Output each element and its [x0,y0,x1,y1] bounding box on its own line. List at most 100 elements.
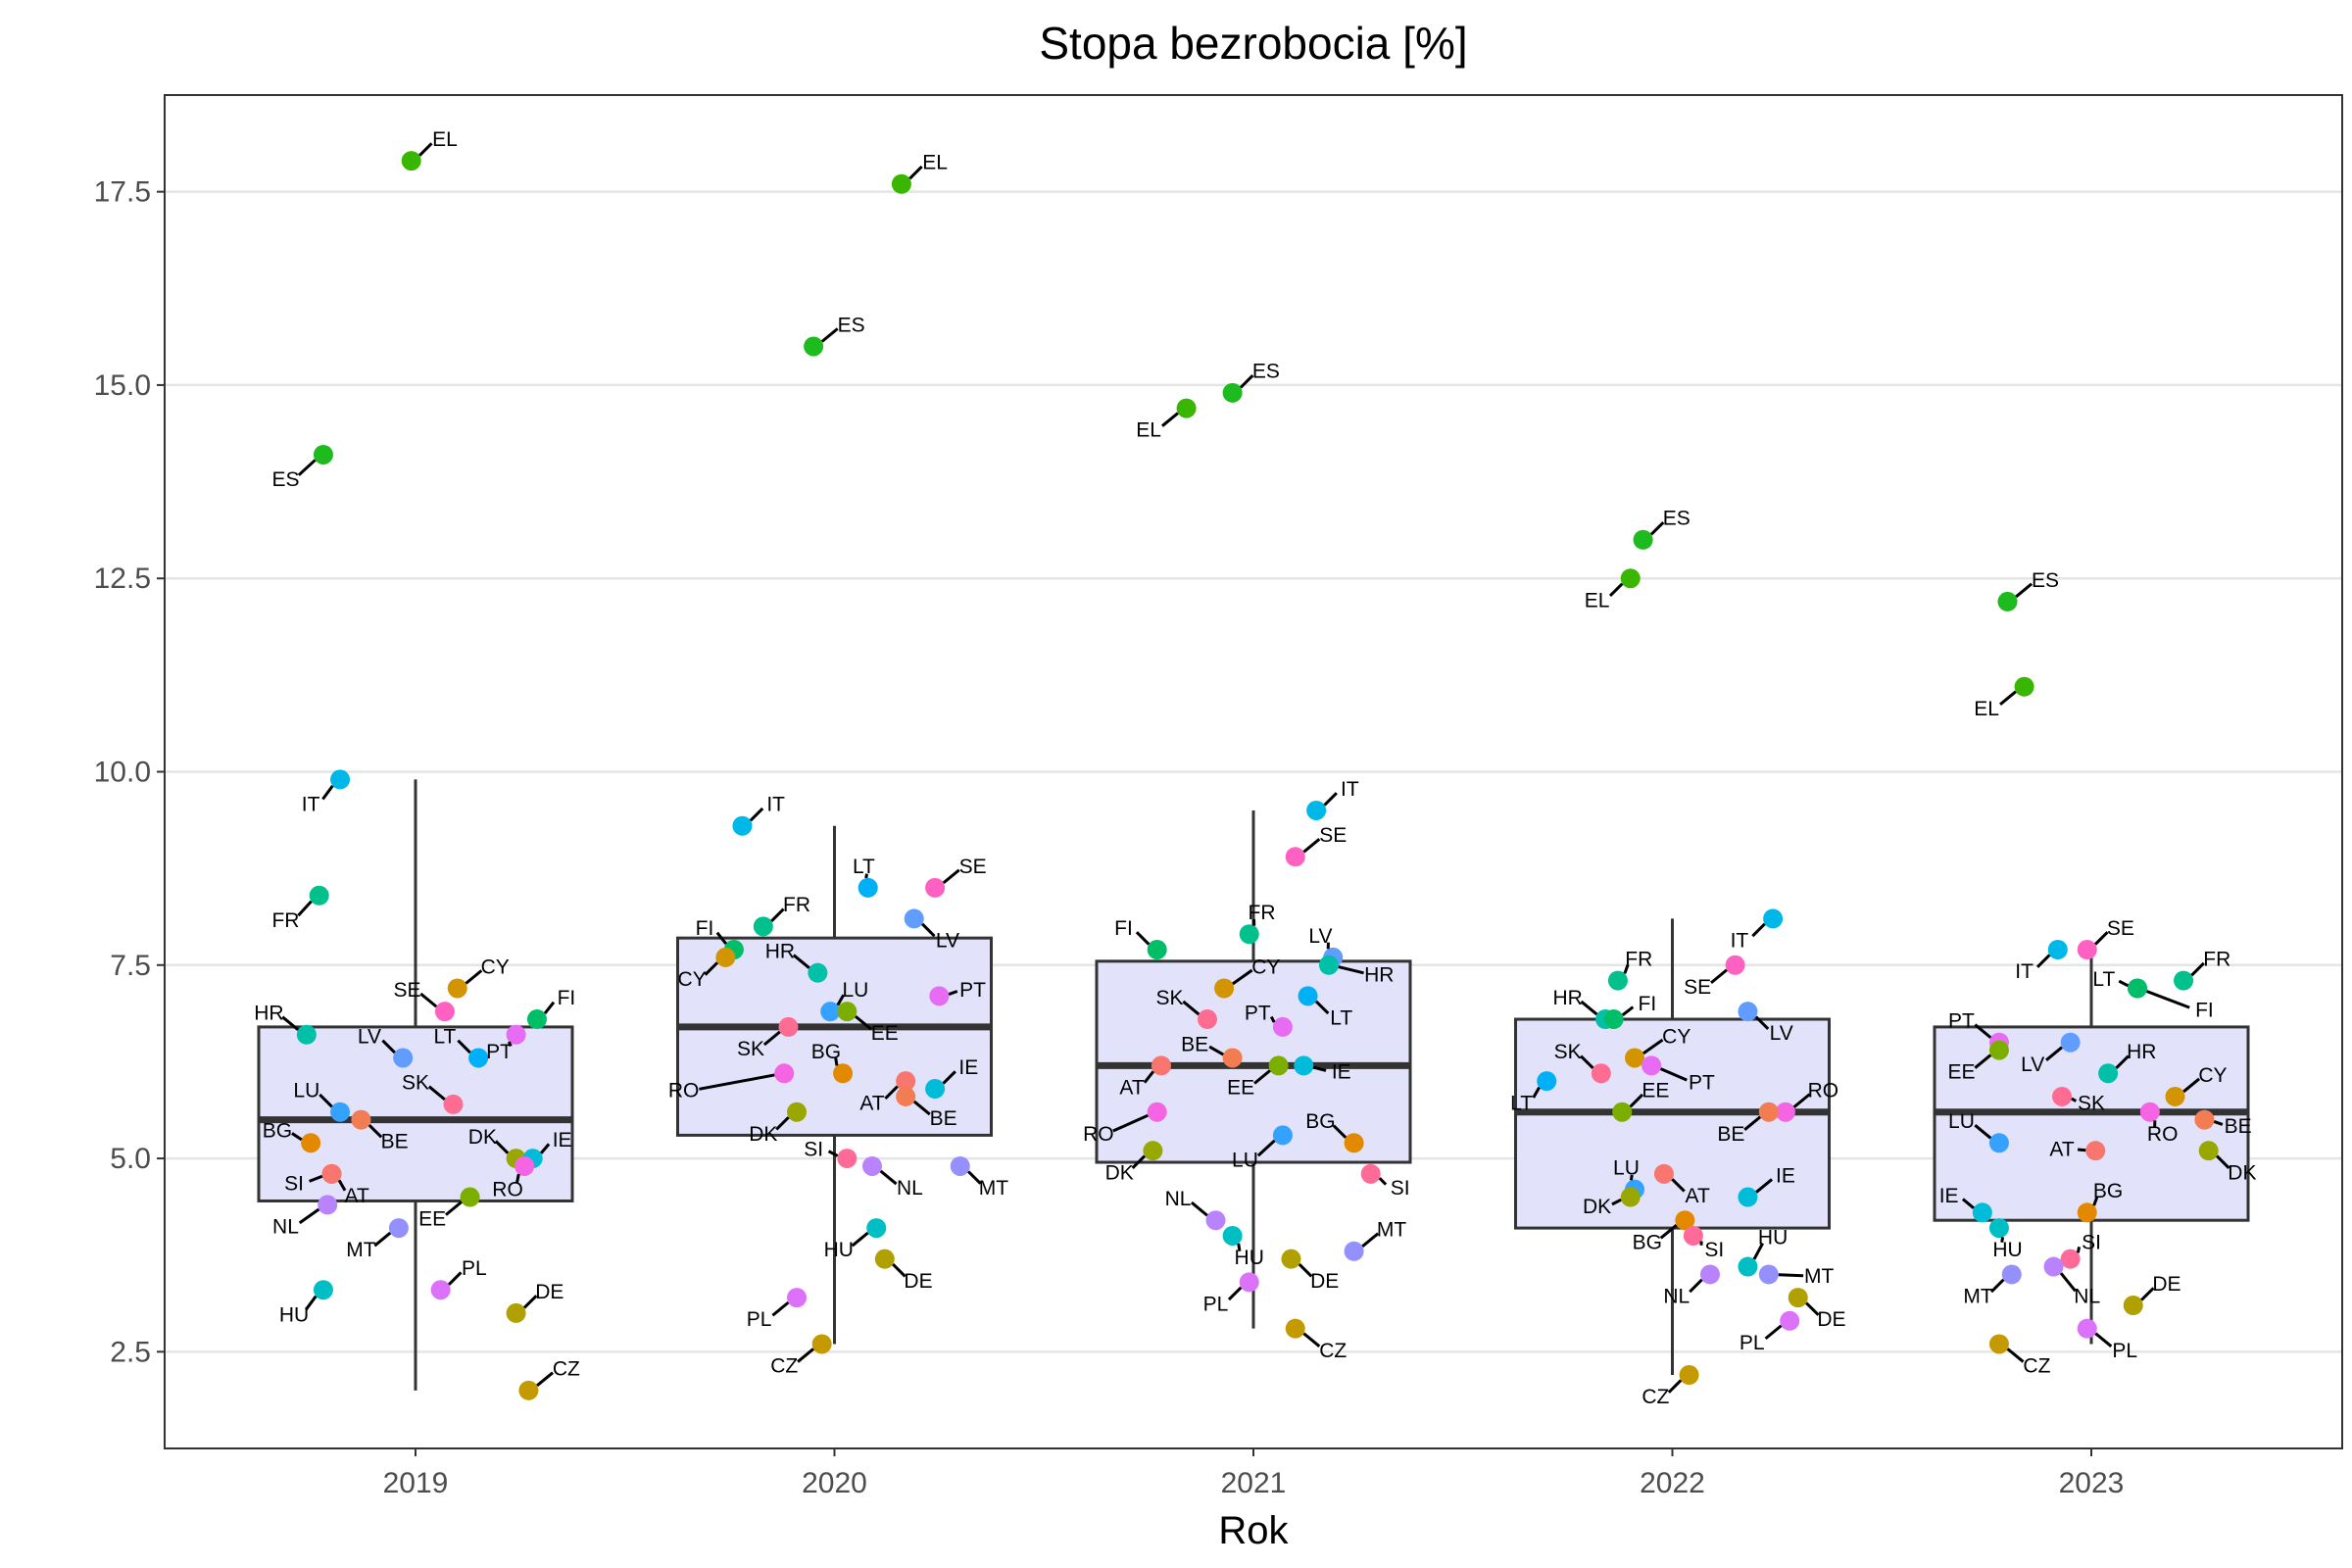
point-label: DK [749,1123,777,1146]
data-point-SK-2021 [1197,1009,1217,1030]
label-connector [540,1143,551,1154]
point-label: EE [1947,1061,1975,1084]
label-connector [1792,1093,1811,1108]
label-connector [305,1295,318,1311]
point-label: RO [1083,1123,1114,1146]
point-label: NL [1165,1188,1192,1210]
data-point-LT-2021 [1298,986,1318,1006]
data-point-HU-2021 [1222,1225,1243,1246]
data-point-MT-2019 [388,1218,409,1239]
point-label: PT [1245,1003,1271,1025]
point-label: SE [1319,824,1347,847]
data-point-RO-2022 [1775,1102,1795,1122]
data-point-FI-2023 [2128,978,2148,999]
label-connector [368,1123,383,1139]
data-point-NL-2023 [2043,1256,2064,1277]
point-label: CZ [1319,1340,1347,1362]
label-connector [942,868,960,885]
point-label: BG [2093,1180,2123,1202]
label-connector [1752,1242,1765,1260]
data-point-LU-2020 [820,1002,841,1022]
data-point-EE-2022 [1612,1102,1633,1122]
label-connector [2076,1247,2082,1253]
x-tick-label: 2021 [1221,1467,1287,1499]
data-point-NL-2020 [861,1155,882,1176]
label-connector [1999,690,2017,706]
x-tick-label: 2020 [802,1467,867,1499]
point-label: PT [1948,1010,1975,1033]
label-connector [1237,1243,1242,1251]
point-label: CZ [2023,1355,2050,1378]
label-connector [771,1300,790,1317]
point-label: LV [936,930,959,953]
data-point-HU-2023 [1988,1218,2009,1239]
data-point-AT-2020 [896,1071,916,1092]
label-connector [522,1295,538,1309]
point-label: DE [535,1281,564,1303]
label-connector [1764,1324,1783,1341]
label-connector [762,1030,781,1047]
data-point-FR-2020 [753,916,773,937]
data-point-DK-2020 [787,1102,808,1122]
point-label: AT [345,1185,369,1207]
data-point-CY-2020 [715,947,736,967]
point-label: LT [2092,968,2115,991]
label-connector [1161,412,1179,427]
label-connector [1961,1198,1975,1209]
point-label: LT [853,856,875,878]
data-point-RO-2021 [1147,1102,1167,1122]
data-point-EE-2019 [460,1187,480,1207]
data-point-IT-2023 [2047,940,2068,960]
label-connector [291,1132,303,1142]
data-point-HR-2023 [2098,1063,2119,1084]
point-label: PL [747,1308,772,1331]
point-label: LT [433,1025,456,1048]
data-point-LU-2021 [1272,1125,1293,1146]
label-connector [1642,1038,1664,1055]
label-connector [447,1271,463,1286]
label-connector [2190,961,2205,977]
label-connector [2146,990,2190,1009]
label-connector [1649,520,1665,536]
label-connector [2059,1272,2077,1293]
data-point-BG-2019 [301,1133,321,1153]
point-label: LU [1232,1150,1258,1172]
point-label: EE [418,1208,446,1231]
data-point-MT-2020 [950,1155,970,1176]
point-label: CY [481,956,510,978]
data-point-EL-2022 [1620,568,1641,589]
data-point-EL-2023 [2014,676,2034,697]
label-connector [2115,1054,2130,1069]
data-point-DK-2021 [1143,1141,1163,1161]
point-label: DK [1583,1196,1611,1218]
data-point-IT-2020 [732,815,753,836]
label-connector [427,1085,446,1102]
label-connector [884,1085,899,1100]
point-label: CY [2198,1064,2227,1087]
label-connector [1312,1065,1327,1072]
label-connector [1532,1086,1541,1099]
axis-layer: 2.5 5.0 7.5 10.0 12.5 15.0 17.5 2019 2020 2021 202… [94,176,2125,1499]
label-connector [797,1348,814,1363]
label-connector [445,1200,463,1216]
data-point-DK-2022 [1620,1187,1641,1207]
point-label: HR [1552,987,1582,1009]
point-label: EE [1642,1080,1669,1102]
data-point-CZ-2021 [1285,1318,1305,1339]
label-connector [321,784,334,801]
data-point-EE-2021 [1268,1055,1289,1076]
data-point-PT-2021 [1272,1016,1293,1037]
label-connector [820,327,839,343]
data-point-SK-2019 [443,1094,464,1114]
data-point-SE-2023 [2077,940,2097,960]
point-label: FI [696,917,714,940]
data-point-NL-2019 [318,1195,338,1215]
point-label: LT [1330,1006,1352,1029]
data-point-RO-2020 [774,1063,795,1084]
data-point-CZ-2019 [518,1380,539,1400]
point-label: RO [492,1179,523,1201]
point-label: MT [1963,1286,1992,1308]
point-label: DK [1105,1161,1134,1184]
label-connector [1302,838,1321,854]
